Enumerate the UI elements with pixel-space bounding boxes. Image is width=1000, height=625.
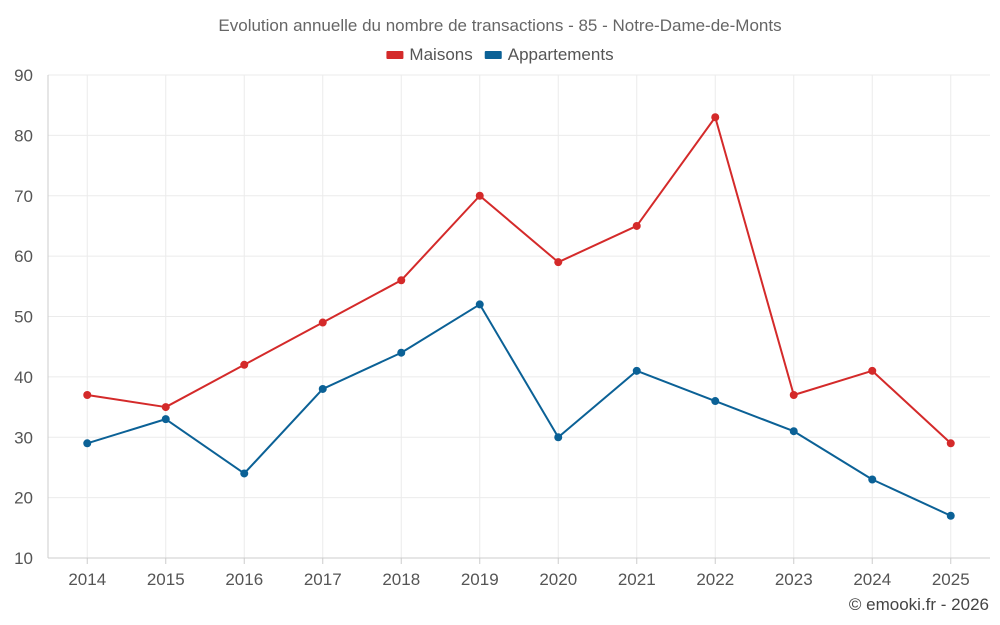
data-point-appartements[interactable] (161, 415, 170, 424)
data-point-appartements[interactable] (397, 348, 406, 357)
series-line-maisons (87, 116, 952, 445)
legend-label: Appartements (508, 45, 614, 64)
data-point-maisons[interactable] (789, 390, 798, 399)
x-tick-label: 2022 (696, 570, 734, 589)
data-point-maisons[interactable] (161, 403, 170, 412)
credit-text: © emooki.fr - 2026 (849, 595, 989, 614)
legend-label: Maisons (409, 45, 472, 64)
x-tick-label: 2020 (539, 570, 577, 589)
data-point-appartements[interactable] (475, 300, 484, 309)
y-tick-label: 20 (14, 489, 33, 508)
y-tick-label: 10 (14, 549, 33, 568)
legend-item-appartements[interactable]: Appartements (484, 45, 614, 64)
x-tick-label: 2014 (68, 570, 106, 589)
data-point-maisons[interactable] (711, 113, 720, 122)
data-point-appartements[interactable] (946, 511, 955, 520)
data-point-appartements[interactable] (632, 366, 641, 375)
legend: Maisons Appartements (386, 45, 614, 64)
series-layer (83, 113, 955, 520)
legend-item-maisons[interactable]: Maisons (386, 45, 473, 64)
data-point-maisons[interactable] (318, 318, 327, 327)
y-tick-label: 70 (14, 187, 33, 206)
y-tick-label: 40 (14, 368, 33, 387)
y-tick-label: 50 (14, 308, 33, 327)
data-point-maisons[interactable] (475, 191, 484, 200)
grid (48, 74, 990, 558)
x-tick-label: 2025 (932, 570, 970, 589)
x-tick-label: 2024 (853, 570, 891, 589)
data-point-appartements[interactable] (789, 427, 798, 436)
series-line-appartements (86, 303, 952, 517)
data-point-maisons[interactable] (397, 276, 406, 285)
x-tick-label: 2023 (775, 570, 813, 589)
x-tick-label: 2016 (225, 570, 263, 589)
x-tick-label: 2021 (618, 570, 656, 589)
data-point-maisons[interactable] (240, 360, 249, 369)
data-point-appartements[interactable] (711, 397, 720, 406)
data-point-maisons[interactable] (946, 439, 955, 448)
x-tick-label: 2017 (304, 570, 342, 589)
y-tick-label: 60 (14, 247, 33, 266)
x-tick-label: 2015 (147, 570, 185, 589)
y-tick-label: 80 (14, 126, 33, 145)
y-tick-label: 90 (14, 66, 33, 85)
x-tick-label: 2019 (461, 570, 499, 589)
data-point-appartements[interactable] (83, 439, 92, 448)
x-tick-label: 2018 (382, 570, 420, 589)
data-point-maisons[interactable] (554, 258, 563, 267)
data-point-appartements[interactable] (318, 384, 327, 393)
data-point-appartements[interactable] (554, 433, 563, 442)
axes: 10 20 30 40 50 60 70 80 90 2014 2015 2016 2017 2018 20… (14, 66, 990, 589)
chart-title: Evolution annuelle du nombre de transact… (218, 16, 781, 35)
data-point-maisons[interactable] (868, 366, 877, 375)
data-point-appartements[interactable] (240, 469, 249, 478)
data-point-appartements[interactable] (868, 475, 877, 484)
legend-swatch (484, 51, 502, 59)
legend-swatch (386, 51, 404, 59)
data-point-maisons[interactable] (83, 390, 92, 399)
data-point-maisons[interactable] (632, 221, 641, 230)
y-tick-label: 30 (14, 428, 33, 447)
